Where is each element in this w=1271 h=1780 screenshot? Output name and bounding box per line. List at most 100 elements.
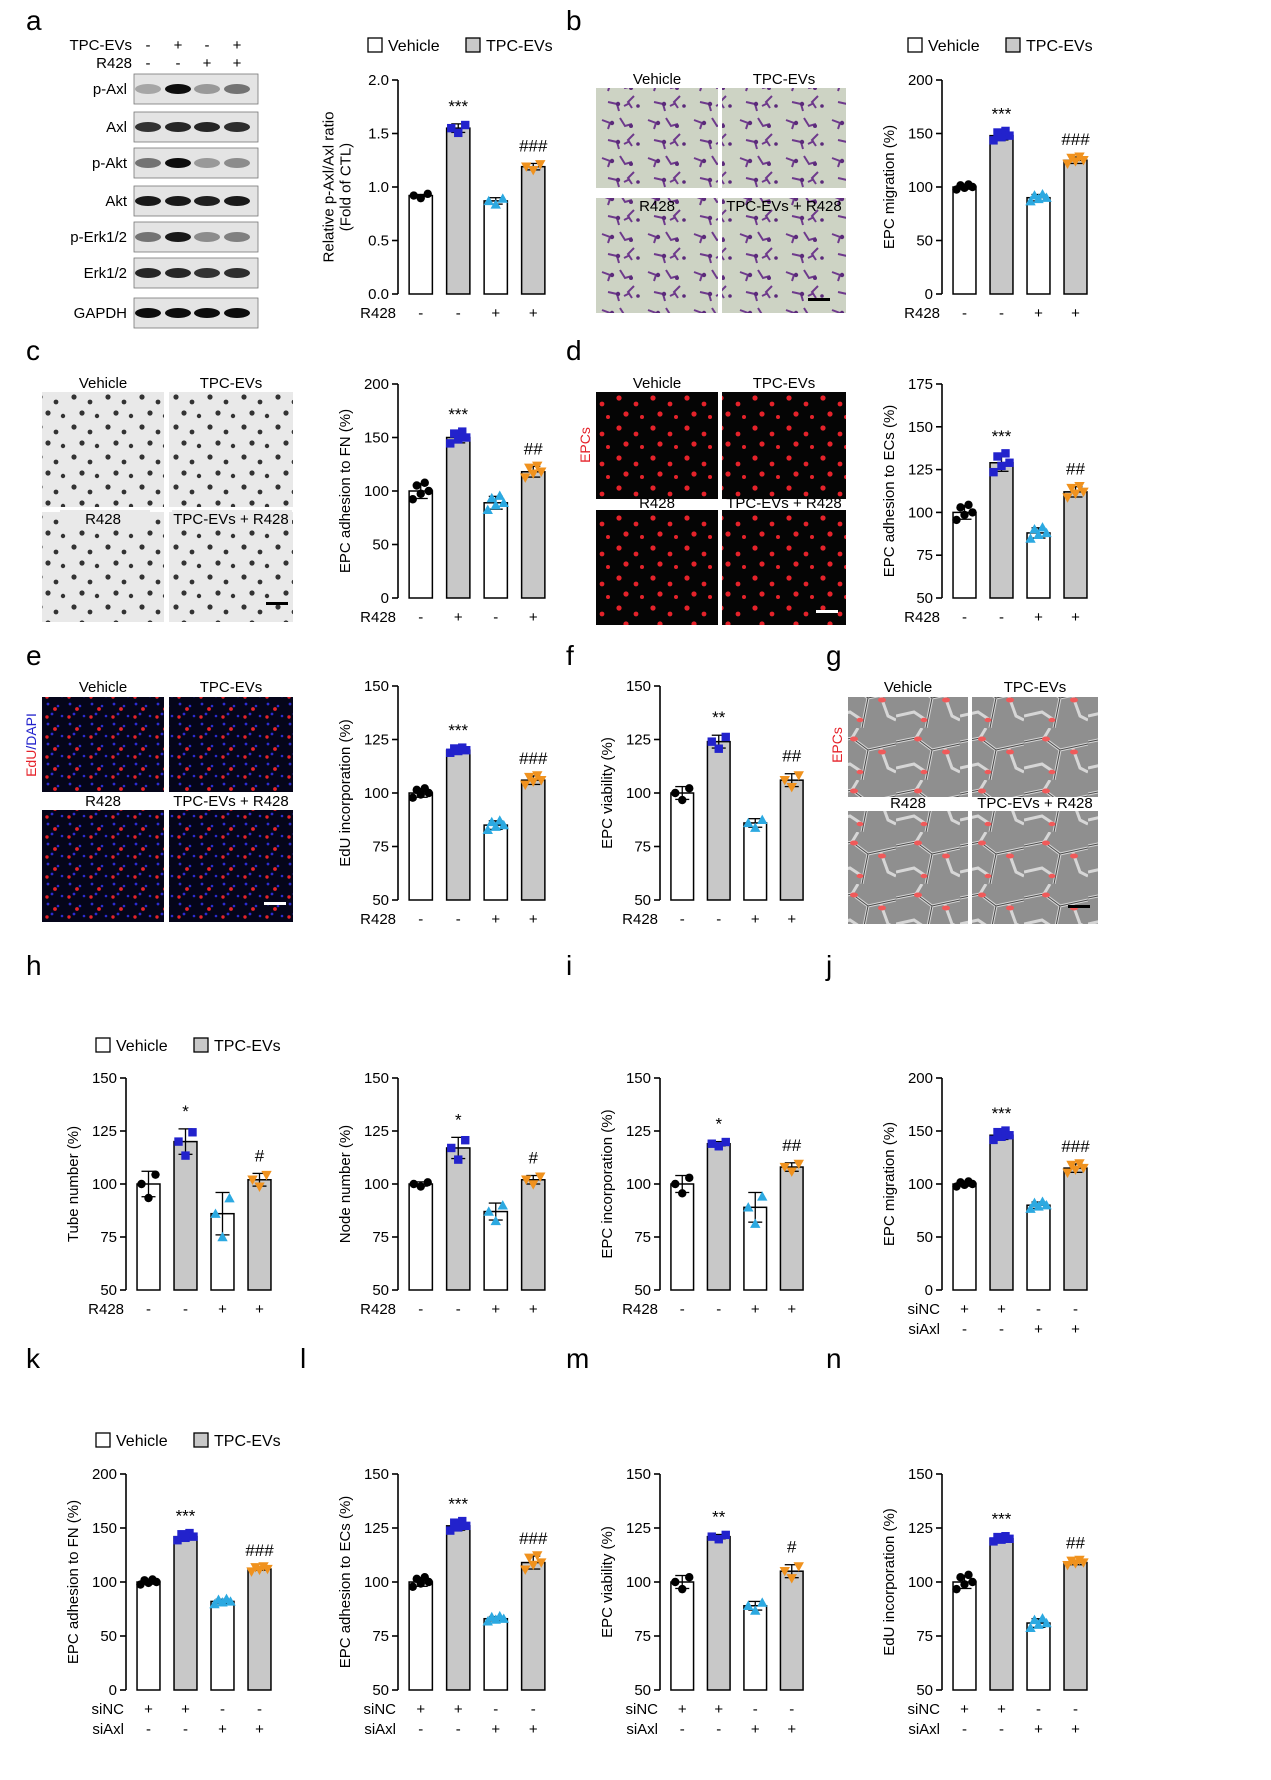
treatment-sign: - bbox=[493, 1701, 498, 1718]
treatment-sign: + bbox=[678, 1701, 687, 1718]
blot-band bbox=[224, 232, 250, 242]
data-point bbox=[1070, 1165, 1081, 1175]
blot-band-label: p-Erk1/2 bbox=[70, 229, 127, 246]
y-tick-label: 50 bbox=[634, 1282, 651, 1299]
data-point bbox=[1062, 493, 1073, 503]
bar bbox=[520, 1179, 546, 1291]
treatment-sign: + bbox=[454, 609, 463, 626]
y-tick-label: 100 bbox=[908, 1176, 933, 1193]
treatment-sign: - bbox=[716, 1721, 721, 1738]
treatment-sign: + bbox=[491, 911, 500, 928]
y-tick-label: 50 bbox=[916, 590, 933, 607]
blot-sign: + bbox=[174, 37, 183, 54]
treatment-sign: + bbox=[1071, 609, 1080, 626]
significance-label: ## bbox=[1066, 460, 1085, 479]
data-point bbox=[721, 1530, 730, 1540]
y-tick-label: 100 bbox=[908, 1574, 933, 1591]
treatment-sign: - bbox=[789, 1701, 794, 1718]
bar bbox=[989, 1538, 1014, 1691]
data-point bbox=[964, 1570, 973, 1580]
y-tick-label: 125 bbox=[626, 732, 651, 749]
western-blot: TPC-EVs R428 - + - +- - + + p-AxlAxlp-AktAktp-… bbox=[69, 37, 259, 329]
y-tick-label: 0 bbox=[925, 1282, 933, 1299]
bar bbox=[445, 1147, 471, 1291]
y-tick-label: 50 bbox=[372, 537, 389, 554]
bar bbox=[173, 1535, 198, 1691]
micrograph-c: Vehicle TPC-EVs R428 TPC-EVs + R428 bbox=[42, 375, 293, 622]
data-point bbox=[424, 1577, 433, 1587]
scale-bar bbox=[808, 298, 830, 301]
scale-bar bbox=[1068, 905, 1090, 908]
treatment-sign: + bbox=[529, 911, 538, 928]
significance-label: *** bbox=[176, 1506, 196, 1525]
significance-label: ## bbox=[782, 747, 801, 766]
treatment-sign: - bbox=[456, 305, 461, 322]
treatment-sign: - bbox=[418, 911, 423, 928]
data-point bbox=[1066, 483, 1077, 494]
y-axis-label: EPC adhesion to ECs (%) bbox=[881, 405, 898, 578]
data-point bbox=[490, 499, 501, 510]
data-point bbox=[685, 784, 694, 793]
micrograph-b-label-1: Vehicle bbox=[633, 71, 681, 88]
y-tick-label: 150 bbox=[364, 1070, 389, 1087]
micrograph-g: Vehicle TPC-EVs R428 TPC-EVs + R428 EPCs bbox=[829, 678, 1098, 924]
micrograph-g-label-2: TPC-EVs bbox=[1004, 679, 1067, 696]
blot-sign: - bbox=[176, 55, 181, 72]
data-point bbox=[1070, 489, 1081, 499]
legend-label-tpc: TPC-EVs bbox=[1026, 38, 1093, 55]
bar bbox=[1063, 491, 1088, 599]
blot-band bbox=[135, 122, 161, 132]
chart-h1: 50 75 100 125 150 Tube number (%) - * - + # + R428 Ve… bbox=[65, 1037, 281, 1318]
y-axis-label: EPC adhesion to FN (%) bbox=[65, 1500, 82, 1664]
treatment-sign: - bbox=[418, 1301, 423, 1318]
micrograph-e: Vehicle TPC-EVs R428 TPC-EVs + R428 EdU/… bbox=[23, 679, 293, 922]
chart-e: 50 75 100 125 150 EdU incorporation (%) - *** - +… bbox=[337, 678, 548, 928]
treatment-sign: - bbox=[418, 305, 423, 322]
blot-band bbox=[135, 196, 161, 206]
data-point bbox=[743, 1202, 754, 1212]
data-point bbox=[956, 1573, 965, 1582]
data-point bbox=[450, 1518, 459, 1527]
significance-label: ** bbox=[712, 708, 726, 727]
data-point bbox=[490, 821, 501, 831]
data-point bbox=[779, 1162, 790, 1173]
data-point bbox=[447, 1143, 456, 1153]
y-tick-label: 150 bbox=[364, 678, 389, 695]
data-point bbox=[137, 1179, 146, 1189]
data-point bbox=[993, 128, 1002, 137]
treatment-sign: - bbox=[531, 1701, 536, 1718]
data-point bbox=[707, 1139, 716, 1148]
blot-bands: p-Axl Axl p-Akt Akt p-Erk1/2 Erk1/2 GAPDH bbox=[70, 73, 259, 329]
treatment-sign: - bbox=[1036, 1701, 1041, 1718]
blot-band-label: Erk1/2 bbox=[84, 265, 127, 282]
blot-band bbox=[165, 158, 191, 168]
data-point bbox=[217, 1231, 228, 1242]
data-point bbox=[424, 486, 433, 496]
legend-swatch-vehicle bbox=[95, 1432, 111, 1448]
treatment-sign: + bbox=[787, 1721, 796, 1738]
data-point bbox=[993, 1127, 1002, 1137]
treatment-label: siNC bbox=[626, 1701, 659, 1718]
treatment-sign: - bbox=[999, 609, 1004, 626]
scale-bar bbox=[266, 602, 288, 605]
significance-label: ## bbox=[524, 439, 543, 458]
micrograph-e-label-1: Vehicle bbox=[79, 679, 127, 696]
micrograph-c-label-3: R428 bbox=[85, 511, 121, 528]
blot-band bbox=[194, 84, 220, 94]
data-point bbox=[997, 461, 1006, 471]
y-tick-label: 50 bbox=[100, 1628, 117, 1645]
data-point bbox=[1025, 1203, 1036, 1213]
data-point bbox=[1074, 482, 1085, 492]
treatment-sign: - bbox=[962, 1321, 967, 1338]
treatment-sign: + bbox=[181, 1701, 190, 1718]
data-point bbox=[678, 1189, 687, 1198]
bar bbox=[483, 200, 509, 295]
bar bbox=[408, 1581, 434, 1691]
bar bbox=[408, 490, 434, 599]
treatment-label: R428 bbox=[360, 1301, 396, 1318]
data-point bbox=[532, 461, 543, 472]
treatment-sign: - bbox=[456, 1721, 461, 1738]
y-tick-label: 125 bbox=[908, 462, 933, 479]
data-point bbox=[152, 1577, 161, 1587]
data-point bbox=[174, 1137, 183, 1146]
